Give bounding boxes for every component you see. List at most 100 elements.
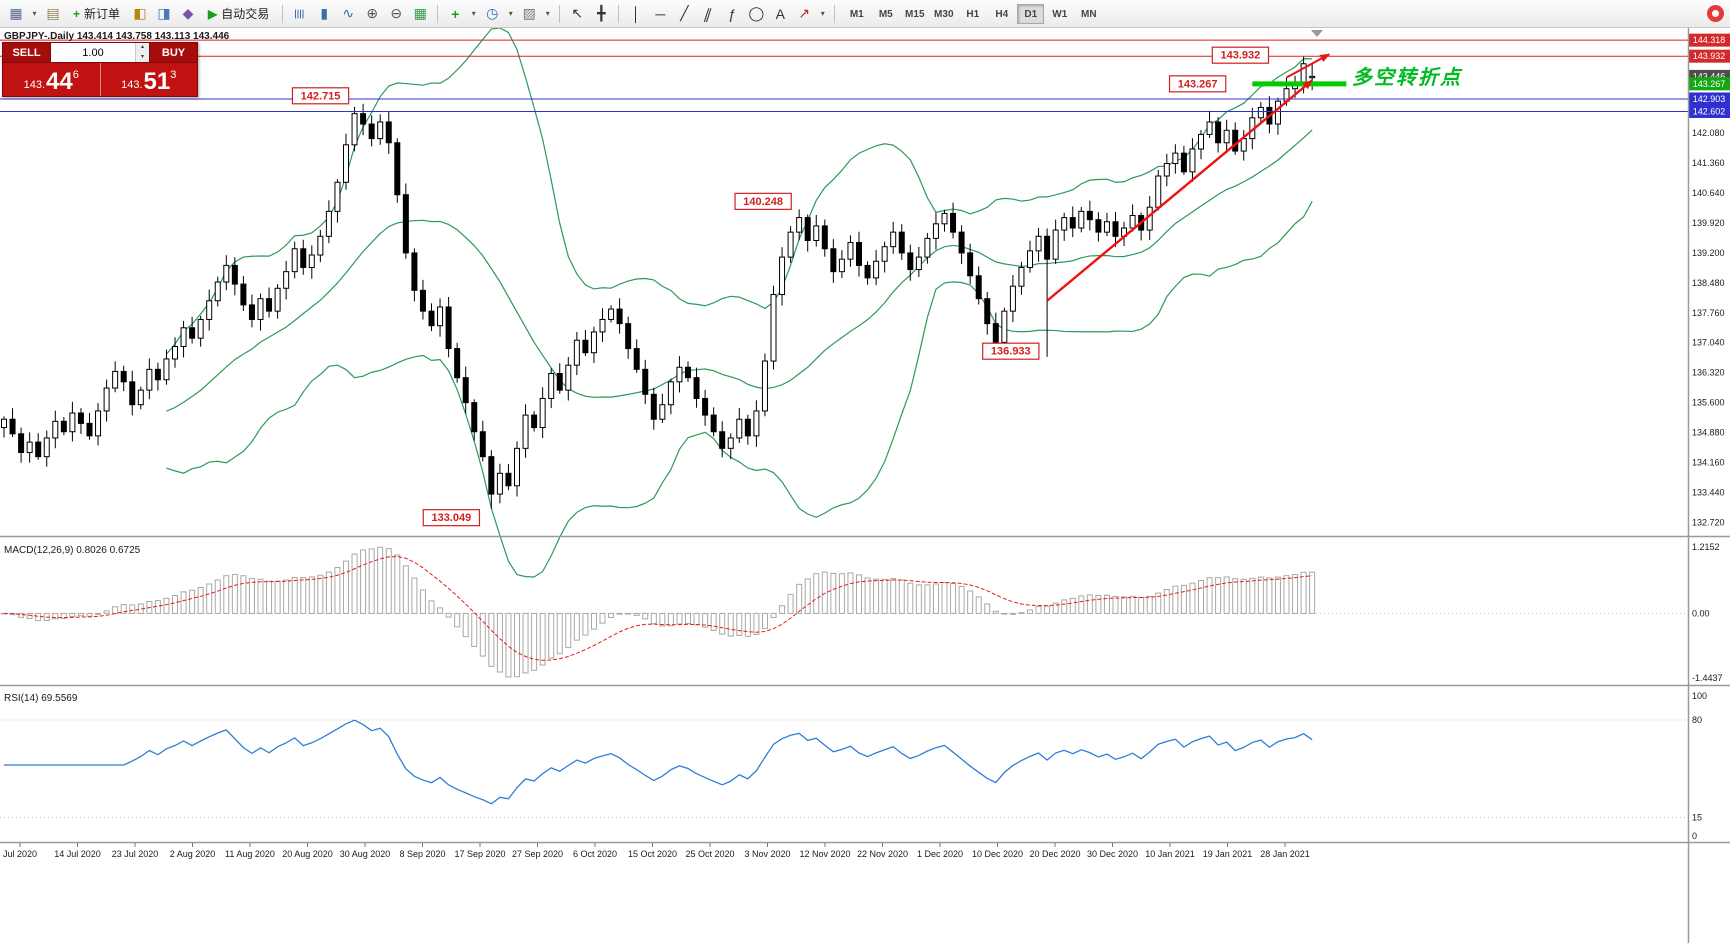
zoom-out-icon[interactable]: ⊖: [390, 5, 403, 21]
trendline-object[interactable]: [1046, 79, 1313, 302]
buy-price-prefix: 143.: [121, 79, 143, 91]
toolbar-separator: [282, 4, 284, 23]
candle-body: [753, 410, 760, 437]
candle-body: [496, 472, 503, 495]
new-order-button[interactable]: + 新订单: [66, 3, 127, 25]
navigator-icon[interactable]: ◆: [182, 5, 194, 21]
new-chart-caret[interactable]: ▾: [32, 9, 37, 18]
bar-chart-icon[interactable]: ≣: [292, 7, 309, 20]
candle-body: [291, 248, 298, 273]
candle-body: [437, 306, 444, 327]
price-scale-label: 140.640: [1692, 188, 1725, 198]
periods-icon[interactable]: ◷: [486, 5, 499, 21]
timeframe-h4[interactable]: H4: [995, 8, 1009, 20]
time-scale-label: 15 Oct 2020: [628, 849, 677, 859]
candle-body: [112, 370, 119, 389]
macd-name: MACD(12,26,9): [4, 545, 74, 556]
candle-body: [967, 252, 974, 277]
price-label-object[interactable]: 133.049: [422, 509, 481, 527]
line-chart-icon[interactable]: ∿: [342, 5, 355, 21]
price-label-object[interactable]: 143.932: [1211, 46, 1270, 64]
candle-body: [1129, 215, 1136, 229]
price-label-object[interactable]: 140.248: [734, 192, 792, 210]
new-order-button-label: 新订单: [84, 7, 121, 21]
time-scale-label: 11 Aug 2020: [225, 849, 275, 859]
volume-up-button[interactable]: ▴: [136, 43, 149, 53]
profiles-icon[interactable]: ▤: [46, 5, 60, 21]
trendline-icon[interactable]: ╱: [680, 5, 689, 21]
sell-button[interactable]: SELL: [3, 43, 50, 62]
buy-button[interactable]: BUY: [150, 43, 197, 62]
timeframe-mn[interactable]: MN: [1081, 8, 1097, 20]
timeframe-m15[interactable]: M15: [905, 8, 925, 20]
vertical-line-icon[interactable]: │: [631, 5, 641, 22]
candle-body: [411, 252, 418, 291]
horizontal-line-icon[interactable]: ─: [655, 5, 666, 22]
time-scale-label: 2 Aug 2020: [170, 849, 216, 859]
shapes-icon[interactable]: ◯: [748, 5, 765, 21]
timeframe-d1[interactable]: D1: [1017, 3, 1045, 24]
trendline-object[interactable]: [1286, 53, 1331, 79]
price-label-object[interactable]: 143.267: [1168, 75, 1227, 93]
candle-body: [565, 364, 572, 391]
chart-area[interactable]: 144.240143.520142.800142.080141.360140.6…: [0, 28, 1730, 943]
macd-histogram: [1, 546, 1316, 678]
price-tag: 144.318: [1689, 33, 1730, 47]
fibonacci-icon[interactable]: ƒ: [728, 5, 737, 22]
candle-body: [830, 248, 837, 273]
buy-price[interactable]: 143. 51 3: [99, 63, 198, 96]
candle-body: [667, 381, 674, 406]
candle-body: [77, 412, 84, 424]
annotation-text-object[interactable]: 多空转折点: [1352, 66, 1463, 89]
time-scale-label: 20 Dec 2020: [1029, 849, 1080, 859]
candle-body: [522, 414, 529, 449]
cursor-icon[interactable]: ↖: [571, 5, 584, 21]
new-chart-icon[interactable]: ▦: [9, 5, 23, 21]
timeframe-m30[interactable]: M30: [934, 8, 954, 20]
arrows-caret[interactable]: ▾: [820, 9, 825, 18]
price-tag: 143.932: [1689, 49, 1730, 63]
crosshair-icon[interactable]: ╋: [597, 5, 606, 21]
periods-caret[interactable]: ▾: [508, 9, 513, 18]
volume-input[interactable]: [51, 43, 135, 62]
tile-windows-icon[interactable]: ▦: [413, 5, 427, 21]
zoom-in-icon[interactable]: ⊕: [366, 5, 379, 21]
candle-body: [915, 256, 922, 271]
candle-body: [650, 393, 657, 420]
timeframe-m5[interactable]: M5: [878, 8, 893, 20]
candle-body: [1112, 221, 1119, 237]
indicators-caret[interactable]: ▾: [471, 9, 476, 18]
candle-body: [1257, 106, 1264, 119]
candle-body: [368, 123, 375, 140]
arrows-icon[interactable]: ↗: [798, 5, 811, 21]
data-window-icon[interactable]: ◨: [157, 5, 171, 21]
channel-icon[interactable]: ∥: [702, 5, 715, 21]
templates-icon[interactable]: ▨: [522, 5, 536, 21]
bollinger-lower: [166, 201, 1313, 578]
time-scale-label: 6 Oct 2020: [573, 849, 617, 859]
price-label-object[interactable]: 136.933: [982, 342, 1040, 360]
macd-scale-max: 1.2152: [1692, 542, 1720, 552]
community-icon[interactable]: [1707, 5, 1724, 22]
market-watch-icon[interactable]: ◧: [133, 5, 147, 21]
candle-body: [95, 410, 102, 437]
candle-body: [1309, 75, 1316, 79]
volume-down-button[interactable]: ▾: [136, 52, 149, 62]
templates-caret[interactable]: ▾: [545, 9, 550, 18]
timeframe-w1[interactable]: W1: [1052, 8, 1068, 20]
price-scale[interactable]: [1689, 28, 1730, 842]
sell-price[interactable]: 143. 44 6: [3, 63, 100, 96]
indicators-icon[interactable]: +: [451, 5, 460, 22]
candle-body: [52, 420, 59, 439]
candle-body: [727, 437, 734, 449]
time-scale-label: 23 Jul 2020: [112, 849, 159, 859]
text-icon[interactable]: A: [775, 5, 785, 22]
time-scale[interactable]: [0, 843, 1688, 873]
candle-body: [103, 387, 110, 412]
chart-shift-marker[interactable]: [1311, 30, 1323, 37]
candle-chart-icon[interactable]: ▮: [320, 5, 329, 21]
autotrading-button[interactable]: ▶ 自动交易: [201, 3, 276, 25]
timeframe-h1[interactable]: H1: [966, 8, 980, 20]
price-label-object[interactable]: 142.715: [291, 87, 350, 105]
timeframe-m1[interactable]: M1: [849, 8, 864, 20]
